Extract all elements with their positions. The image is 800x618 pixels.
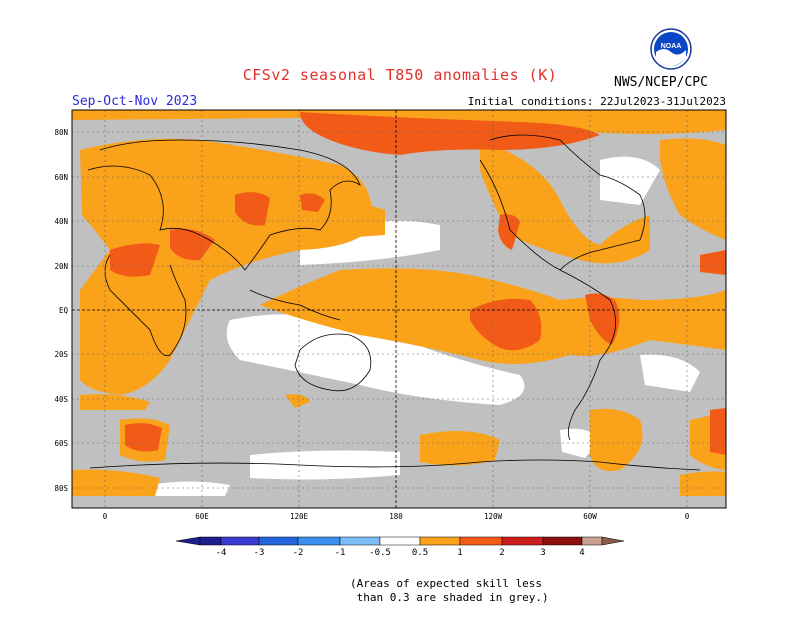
colorbar-label-minus1: -1	[334, 548, 346, 558]
colorbar-label-2: 2	[499, 548, 505, 558]
lon-label-0: 0	[102, 512, 108, 521]
lat-label-80n: 80N	[54, 128, 68, 137]
chart-title: CFSv2 seasonal T850 anomalies (K)	[242, 66, 558, 84]
lon-label-120e: 120E	[289, 512, 309, 521]
lon-label-60w: 60W	[583, 512, 597, 521]
initial-conditions-label: Initial conditions: 22Jul2023-31Jul2023	[467, 95, 726, 108]
colorbar-swatch	[199, 536, 222, 546]
colorbar-swatch	[459, 536, 503, 546]
colorbar-label-05: 0.5	[411, 548, 429, 558]
colorbar-label-minus2: -2	[292, 548, 304, 558]
lat-label-40n: 40N	[54, 217, 68, 226]
season-label: Sep-Oct-Nov 2023	[72, 94, 198, 109]
colorbar-label-1: 1	[457, 548, 463, 558]
colorbar-right-arrow	[601, 536, 625, 546]
lat-label-60n: 60N	[54, 173, 68, 182]
lon-label-180: 180	[389, 512, 403, 521]
colorbar-swatch	[297, 536, 341, 546]
colorbar-left-arrow	[175, 536, 201, 546]
colorbar-label-minus4: -4	[215, 548, 227, 558]
colorbar-swatch	[542, 536, 583, 546]
colorbar-swatch	[581, 536, 603, 546]
colorbar-swatch	[501, 536, 544, 546]
noaa-logo: NOAA	[650, 28, 692, 70]
skill-note: (Areas of expected skill less than 0.3 a…	[350, 577, 549, 604]
lat-label-20s: 20S	[54, 350, 68, 359]
lat-label-40s: 40S	[54, 395, 68, 404]
colorbar-swatch	[258, 536, 299, 546]
colorbar-label-3: 3	[540, 548, 546, 558]
lon-label-120w: 120W	[483, 512, 503, 521]
colorbar-swatch	[379, 536, 421, 546]
colorbar-label-minus05: -0.5	[369, 548, 391, 558]
lat-label-eq: EQ	[58, 306, 68, 315]
colorbar-swatch	[220, 536, 260, 546]
colorbar-swatch	[339, 536, 381, 546]
colorbar-swatch	[419, 536, 461, 546]
lon-label-60e: 60E	[195, 512, 209, 521]
colorbar-label-minus3: -3	[253, 548, 265, 558]
lon-label-0-east: 0	[684, 512, 690, 521]
lat-label-60s: 60S	[54, 439, 68, 448]
lat-label-80s: 80S	[54, 484, 68, 493]
agency-label: NWS/NCEP/CPC	[614, 75, 708, 90]
colorbar-label-4: 4	[579, 548, 585, 558]
logo-text: NOAA	[661, 43, 682, 50]
lat-label-20n: 20N	[54, 262, 68, 271]
